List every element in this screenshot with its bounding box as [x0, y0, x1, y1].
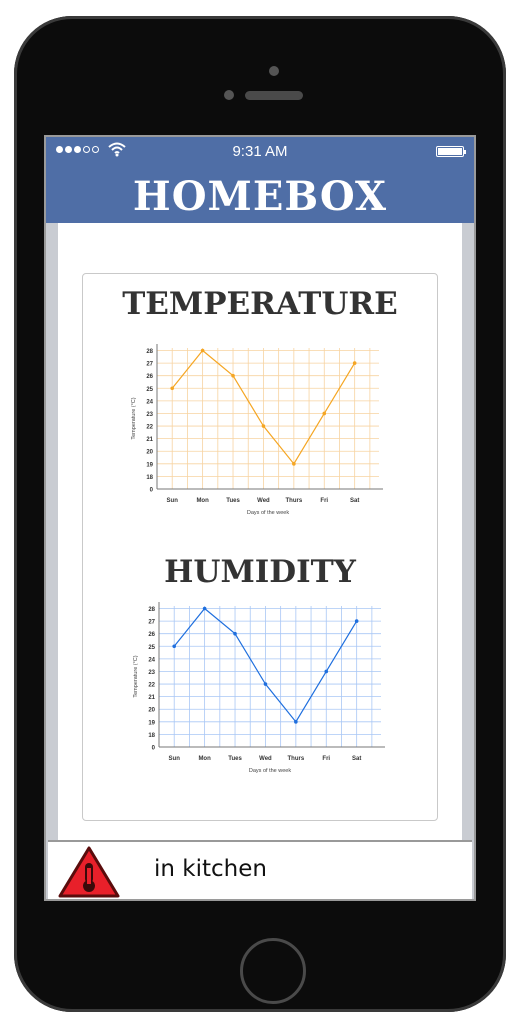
humidity-x-tick-label: Fri: [322, 756, 330, 762]
temperature-data-point: [170, 386, 175, 391]
temperature-x-tick-label: Sat: [350, 498, 359, 504]
warning-thermometer-icon: [58, 846, 120, 898]
humidity-data-point: [233, 631, 237, 636]
humidity-data-point: [202, 606, 207, 611]
temperature-y-axis-title: Temperature (°C): [131, 397, 137, 439]
temperature-data-point: [231, 373, 235, 378]
alert-message: in kitchen: [154, 856, 267, 882]
signal-strength-icon: [56, 146, 99, 153]
temperature-y-tick-label: 27: [146, 362, 153, 368]
humidity-data-point: [263, 682, 268, 686]
temperature-y-tick-label: 24: [146, 399, 153, 405]
humidity-y-tick-label: 25: [148, 645, 155, 651]
humidity-y-tick-label: 23: [148, 670, 155, 676]
temperature-data-point: [261, 424, 266, 428]
temperature-x-tick-label: Mon: [196, 498, 209, 504]
humidity-y-axis-title: Temperature (°C): [133, 655, 139, 697]
humidity-x-tick-label: Mon: [198, 756, 211, 762]
temperature-title: TEMPERATURE: [122, 286, 398, 322]
temperature-data-point: [352, 361, 357, 365]
charts-card: TEMPERATURE 0 18 19 20 21 22 23 24 25 26 27 28 Sun Mo…: [82, 273, 438, 821]
status-bar: 9:31 AM: [46, 137, 474, 165]
front-camera: [269, 66, 279, 76]
temperature-data-point: [292, 462, 296, 466]
temperature-x-tick-label: Wed: [257, 498, 270, 504]
temperature-x-tick-label: Sun: [167, 498, 179, 504]
temperature-x-axis-title: Days of the week: [247, 510, 289, 516]
humidity-x-tick-label: Tues: [228, 756, 242, 762]
humidity-y-tick-label: 0: [152, 746, 156, 752]
humidity-y-tick-label: 24: [148, 657, 155, 663]
app-title: HOMEBOX: [132, 173, 388, 220]
temperature-x-tick-label: Fri: [320, 498, 328, 504]
temperature-data-point: [322, 411, 327, 416]
battery-icon: [436, 146, 466, 157]
proximity-sensor: [224, 90, 234, 100]
temperature-data-point: [200, 348, 205, 353]
app-screen: 9:31 AM HOMEBOX TEMPERATURE 0 18 19 20 21 22 2…: [44, 135, 476, 901]
temperature-y-tick-label: 19: [146, 462, 153, 468]
humidity-data-point: [172, 644, 177, 649]
humidity-y-tick-label: 21: [148, 695, 155, 701]
temperature-y-tick-label: 28: [146, 349, 153, 355]
humidity-title: HUMIDITY: [164, 554, 356, 590]
humidity-y-tick-label: 20: [148, 708, 155, 714]
humidity-data-point: [324, 669, 329, 674]
temperature-y-tick-label: 20: [146, 450, 153, 456]
temperature-y-tick-label: 25: [146, 387, 153, 393]
humidity-data-point: [294, 720, 298, 724]
humidity-data-point: [354, 619, 359, 623]
temperature-x-tick-label: Thurs: [286, 498, 303, 504]
temperature-y-tick-label: 26: [146, 374, 153, 380]
humidity-y-tick-label: 26: [148, 632, 155, 638]
main-content: TEMPERATURE 0 18 19 20 21 22 23 24 25 26 27 28 Sun Mo…: [58, 223, 462, 843]
humidity-y-tick-label: 18: [148, 733, 155, 739]
humidity-y-tick-label: 22: [148, 683, 155, 689]
humidity-x-tick-label: Thurs: [288, 756, 305, 762]
temperature-y-tick-label: 22: [146, 425, 153, 431]
humidity-y-tick-label: 27: [148, 620, 155, 626]
alert-bar[interactable]: in kitchen: [48, 840, 472, 899]
app-header: 9:31 AM HOMEBOX: [46, 137, 474, 223]
temperature-y-tick-label: 23: [146, 412, 153, 418]
humidity-x-axis-title: Days of the week: [249, 768, 291, 774]
humidity-x-tick-label: Sun: [169, 756, 181, 762]
humidity-chart: 0 18 19 20 21 22 23 24 25 26 27 28 Sun Mon Tues Wed Thur…: [133, 602, 385, 774]
humidity-x-tick-label: Wed: [259, 756, 272, 762]
temperature-y-tick-label: 21: [146, 437, 153, 443]
status-time: 9:31 AM: [232, 143, 288, 160]
wifi-icon: [108, 142, 126, 157]
temperature-x-tick-label: Tues: [226, 498, 240, 504]
temperature-chart: 0 18 19 20 21 22 23 24 25 26 27 28 Sun Mon Tues Wed Thur…: [131, 344, 383, 516]
temperature-y-tick-label: 18: [146, 475, 153, 481]
humidity-x-tick-label: Sat: [352, 756, 361, 762]
home-button[interactable]: [240, 938, 306, 1004]
humidity-y-tick-label: 19: [148, 720, 155, 726]
temperature-y-tick-label: 0: [150, 488, 154, 494]
humidity-y-tick-label: 28: [148, 607, 155, 613]
earpiece-speaker: [245, 91, 303, 100]
